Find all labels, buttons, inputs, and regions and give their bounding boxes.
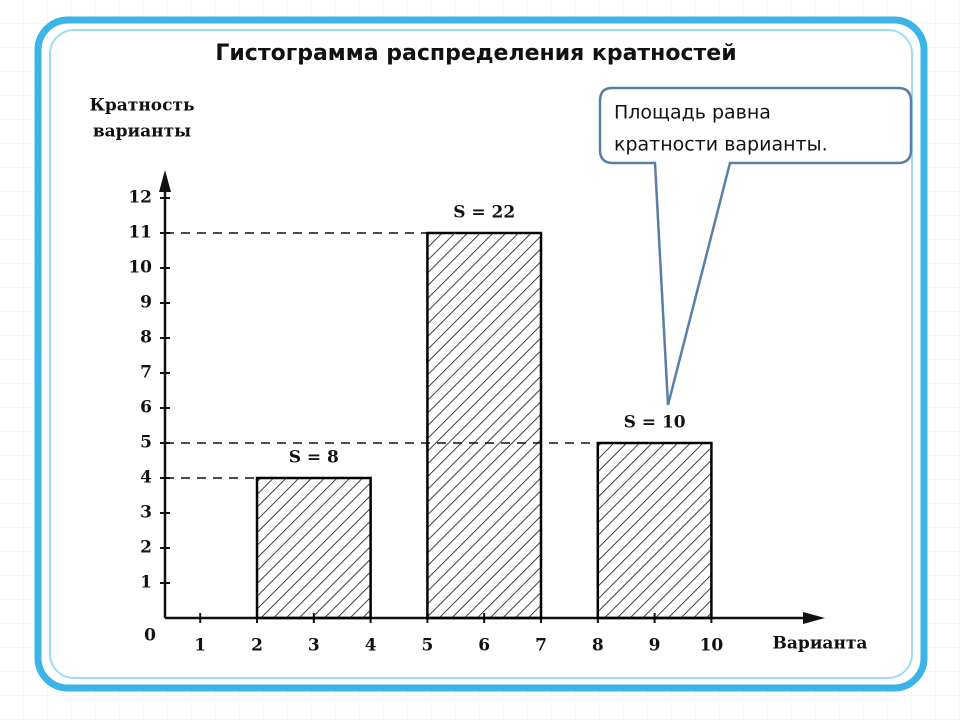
bar-annotation: S = 10 bbox=[624, 413, 686, 433]
y-tick-label: 8 bbox=[140, 328, 152, 348]
y-tick-label: 5 bbox=[140, 433, 152, 453]
y-tick-label: 3 bbox=[140, 503, 152, 523]
bar-annotation: S = 8 bbox=[289, 448, 339, 468]
frame-inner bbox=[49, 29, 913, 679]
x-tick-label: 10 bbox=[700, 636, 724, 656]
x-tick-label: 5 bbox=[421, 636, 433, 656]
x-axis-label: Варианта bbox=[773, 634, 868, 654]
y-tick-label: 12 bbox=[128, 188, 152, 208]
y-tick-label: 1 bbox=[140, 573, 152, 593]
x-tick-label: 9 bbox=[649, 636, 661, 656]
chart-title: Гистограмма распределения кратностей bbox=[215, 41, 736, 66]
x-tick-label: 7 bbox=[535, 636, 547, 656]
y-axis-label: варианты bbox=[93, 122, 191, 142]
callout-box bbox=[598, 86, 913, 406]
y-tick-label: 2 bbox=[140, 538, 152, 558]
y-tick-label: 6 bbox=[140, 398, 152, 418]
x-tick-label: 2 bbox=[251, 636, 263, 656]
callout-text: кратности варианты. bbox=[614, 134, 828, 156]
x-tick-label: 1 bbox=[194, 636, 206, 656]
x-tick-label: 6 bbox=[478, 636, 490, 656]
bar-annotation: S = 22 bbox=[453, 203, 515, 223]
bar bbox=[596, 441, 713, 620]
bar bbox=[255, 476, 372, 620]
y-tick-label: 10 bbox=[128, 258, 152, 278]
y-tick-label: 9 bbox=[140, 293, 152, 313]
callout-text: Площадь равна bbox=[614, 102, 771, 124]
x-tick-label: 4 bbox=[365, 636, 377, 656]
y-axis-label: Кратность bbox=[89, 96, 194, 116]
y-tick-label: 11 bbox=[128, 223, 152, 243]
y-axis-arrow bbox=[159, 170, 171, 192]
y-tick-label: 4 bbox=[140, 468, 152, 488]
origin-label: 0 bbox=[144, 626, 156, 646]
y-tick-label: 7 bbox=[140, 363, 152, 383]
x-tick-label: 8 bbox=[592, 636, 604, 656]
x-axis-arrow bbox=[803, 612, 825, 624]
bar bbox=[426, 231, 543, 620]
x-tick-label: 3 bbox=[308, 636, 320, 656]
